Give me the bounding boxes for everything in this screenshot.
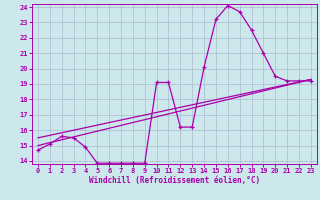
X-axis label: Windchill (Refroidissement éolien,°C): Windchill (Refroidissement éolien,°C)	[89, 176, 260, 185]
